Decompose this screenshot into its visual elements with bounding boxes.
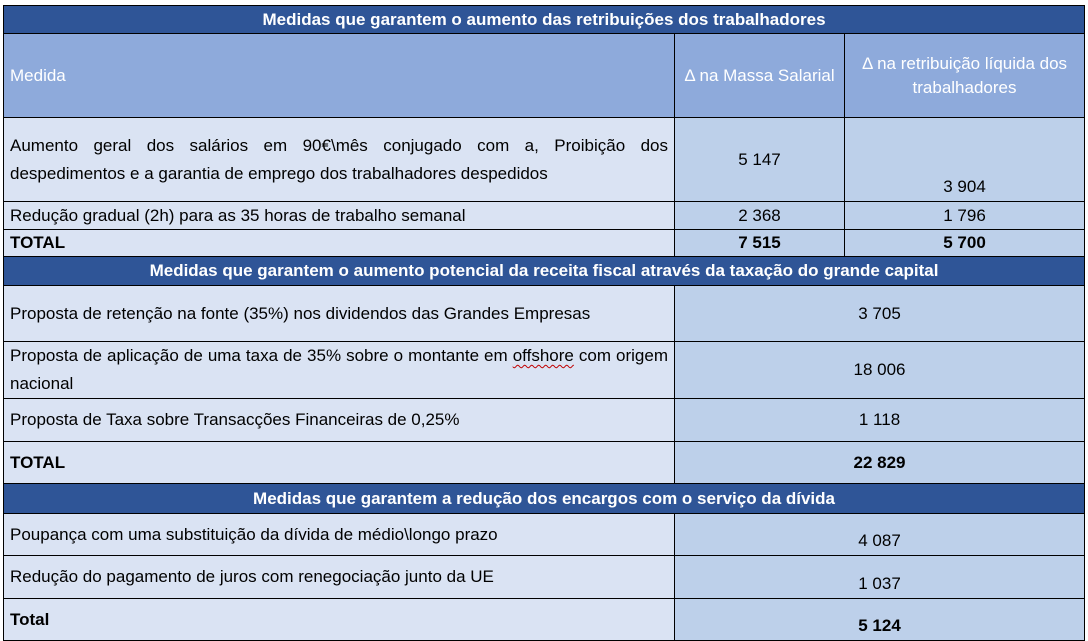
row-value-massa: 2 368 [674, 201, 845, 230]
section-1-title-row: Medidas que garantem o aumento das retri… [2, 5, 1086, 34]
row-description-part: Proposta de aplicação de uma taxa de 35%… [10, 346, 508, 365]
row-value-liquida: 3 904 [843, 117, 1086, 202]
row-value: 3 705 [673, 285, 1086, 342]
table-row: Redução gradual (2h) para as 35 horas de… [3, 201, 1086, 230]
table-row: Proposta de aplicação de uma taxa de 35%… [3, 341, 1086, 399]
total-row: TOTAL 7 515 5 700 [3, 229, 1086, 257]
row-value-liquida: 1 796 [843, 201, 1086, 230]
header-medida: Medida [3, 33, 675, 118]
section-2-title: Medidas que garantem o aumento potencial… [2, 256, 1086, 286]
header-row: Medida Δ na Massa Salarial Δ na retribui… [3, 33, 1086, 118]
total-label: TOTAL [3, 229, 675, 257]
row-description: Proposta de retenção na fonte (35%) nos … [3, 285, 675, 342]
table-row: Aumento geral dos salários em 90€\mês co… [3, 117, 1086, 202]
row-description: Proposta de Taxa sobre Transacções Finan… [3, 398, 675, 442]
row-description: Aumento geral dos salários em 90€\mês co… [3, 117, 675, 202]
section-3-title-row: Medidas que garantem a redução dos encar… [2, 483, 1086, 514]
total-label: TOTAL [3, 441, 675, 484]
row-value: 1 118 [673, 398, 1086, 442]
row-description: Redução gradual (2h) para as 35 horas de… [3, 201, 675, 230]
total-value-massa: 7 515 [674, 229, 845, 257]
row-description: Poupança com uma substituição da dívida … [3, 513, 675, 556]
row-value-massa: 5 147 [674, 117, 845, 202]
row-value: 18 006 [673, 341, 1086, 399]
row-description: Proposta de aplicação de uma taxa de 35%… [3, 341, 675, 399]
row-value: 1 037 [673, 555, 1086, 599]
total-label: Total [3, 598, 675, 641]
total-row: TOTAL 22 829 [3, 441, 1086, 484]
section-2-title-row: Medidas que garantem o aumento potencial… [2, 256, 1086, 286]
spellcheck-flagged-word: offshore [512, 346, 574, 365]
total-value: 22 829 [673, 441, 1086, 484]
table-row: Proposta de Taxa sobre Transacções Finan… [3, 398, 1086, 442]
section-3-title: Medidas que garantem a redução dos encar… [2, 483, 1086, 514]
table-row: Proposta de retenção na fonte (35%) nos … [3, 285, 1086, 342]
total-value: 5 124 [673, 598, 1086, 641]
table-row: Redução do pagamento de juros com renego… [3, 555, 1086, 599]
row-description: Redução do pagamento de juros com renego… [3, 555, 675, 599]
measures-table: Medidas que garantem o aumento das retri… [2, 5, 1086, 641]
section-1-title: Medidas que garantem o aumento das retri… [2, 5, 1086, 34]
header-retribuicao-liquida: Δ na retribuição líquida dos trabalhador… [843, 33, 1086, 118]
total-row: Total 5 124 [3, 598, 1086, 641]
row-value: 4 087 [673, 513, 1086, 556]
table-row: Poupança com uma substituição da dívida … [3, 513, 1086, 556]
header-massa-salarial: Δ na Massa Salarial [674, 33, 845, 118]
row-description-part: com origem nacional [10, 346, 668, 393]
total-value-liquida: 5 700 [843, 229, 1086, 257]
